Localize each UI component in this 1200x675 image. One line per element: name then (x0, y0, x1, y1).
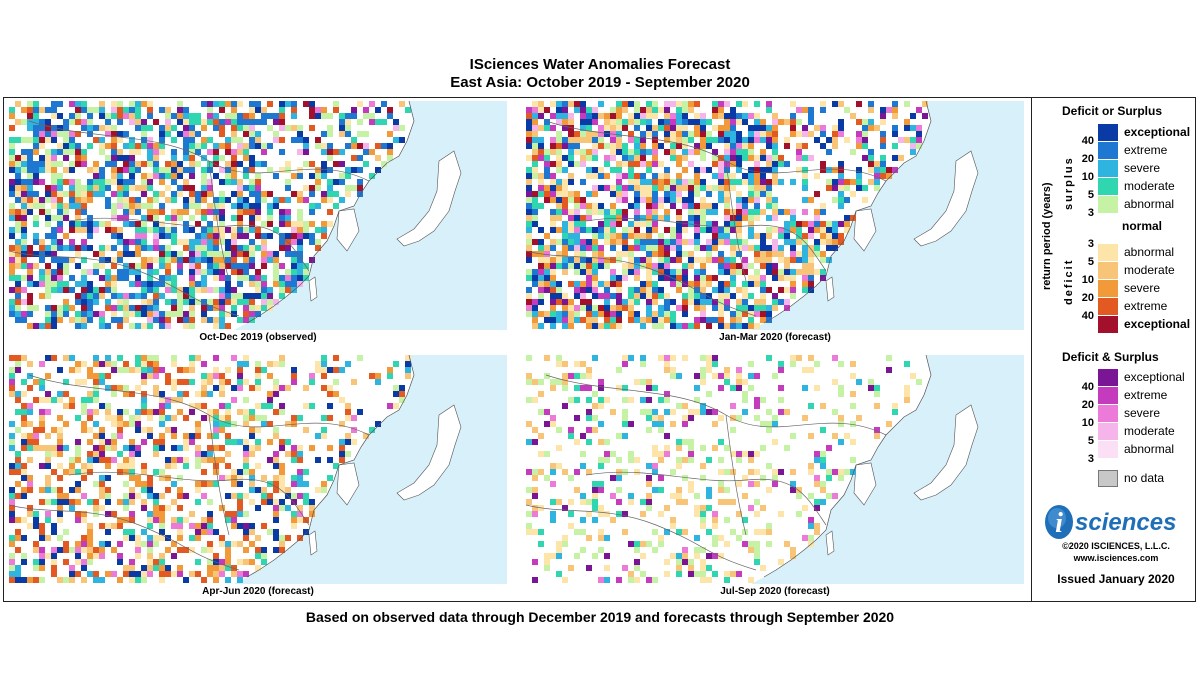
subtitle: East Asia: October 2019 - September 2020 (450, 74, 750, 91)
anomaly-cells (9, 355, 411, 583)
legend-deficit-label-moderate: moderate (1124, 263, 1175, 277)
legend-both-return-period-3: 3 (1087, 453, 1094, 465)
country-borders (9, 120, 370, 317)
logo-letter: i (1055, 508, 1063, 539)
map-caption-oct-dec-2019: Oct-Dec 2019 (observed) (199, 332, 317, 343)
legend-both-label-exceptional: exceptional (1124, 370, 1185, 384)
islands (308, 404, 462, 556)
anomaly-cells (526, 101, 928, 329)
map-caption-jul-sep-2020: Jul-Sep 2020 (forecast) (720, 586, 830, 597)
islands (825, 150, 979, 302)
legend-divider (1031, 97, 1032, 602)
legend-title-deficit-and-surplus: Deficit & Surplus (1062, 350, 1159, 364)
isciences-logo: i sciences (1042, 503, 1192, 541)
logo-wordmark: sciences (1075, 509, 1176, 536)
map-panel-apr-jun-2020 (9, 355, 507, 584)
coastline (246, 101, 415, 324)
legend-both-swatch-exceptional (1098, 369, 1118, 386)
map-panel-jul-sep-2020 (526, 355, 1024, 584)
legend-surplus-label-extreme: extreme (1124, 143, 1168, 157)
legend-deficit-swatch-abnormal (1098, 244, 1118, 261)
legend-surplus-swatch-abnormal (1098, 196, 1118, 213)
map-panel-jan-mar-2020 (526, 101, 1024, 330)
legend-both-label-severe: severe (1124, 406, 1161, 420)
islands (825, 404, 979, 556)
legend-deficit-return-period-3: 3 (1087, 238, 1094, 250)
legend-axis-label: return period (years) (1041, 182, 1053, 290)
legend-surplus-label-moderate: moderate (1124, 179, 1175, 193)
legend-both-swatch-severe (1098, 405, 1118, 422)
legend-deficit-label-extreme: extreme (1124, 299, 1168, 313)
legend-both-label-abnormal: abnormal (1124, 442, 1175, 456)
legend-surplus-swatch-moderate (1098, 178, 1118, 195)
coastline (763, 101, 932, 324)
anomaly-cells (526, 355, 922, 583)
islands (308, 150, 462, 302)
country-borders (526, 374, 887, 571)
legend-swatch-no-data (1098, 470, 1118, 487)
legend-both-swatch-moderate (1098, 423, 1118, 440)
coastline (246, 355, 415, 578)
legend-deficit-swatch-severe (1098, 280, 1118, 297)
legend-deficit-swatch-exceptional (1098, 316, 1118, 333)
legend-surplus-return-period-5: 5 (1087, 189, 1094, 201)
legend-deficit-return-period-5: 5 (1087, 256, 1094, 268)
legend-surplus-swatch-extreme (1098, 142, 1118, 159)
legend-both-swatch-extreme (1098, 387, 1118, 404)
legend-both-return-period-40: 40 (1081, 381, 1094, 393)
map-caption-jan-mar-2020: Jan-Mar 2020 (forecast) (719, 332, 831, 343)
legend-deficit-label-exceptional: exceptional (1124, 317, 1191, 331)
anomaly-map-0 (9, 101, 507, 330)
legend-both-return-period-5: 5 (1087, 435, 1094, 447)
legend-normal-label: normal (1122, 219, 1163, 233)
legend-both-return-period-20: 20 (1081, 399, 1094, 411)
map-caption-apr-jun-2020: Apr-Jun 2020 (forecast) (202, 586, 314, 597)
legend-deficit-swatch-moderate (1098, 262, 1118, 279)
legend-surplus-return-period-10: 10 (1081, 171, 1094, 183)
legend-surplus-swatch-severe (1098, 160, 1118, 177)
anomaly-cells (9, 101, 411, 329)
anomaly-map-1 (526, 101, 1024, 330)
legend-surplus-label-severe: severe (1124, 161, 1161, 175)
legend-surplus-return-period-40: 40 (1081, 135, 1094, 147)
legend-deficit-swatch-extreme (1098, 298, 1118, 315)
website: www.isciences.com (1073, 553, 1159, 563)
footer-note: Based on observed data through December … (305, 609, 895, 625)
anomaly-map-3 (526, 355, 1024, 584)
legend-deficit-return-period-40: 40 (1081, 310, 1094, 322)
legend-both-return-period-10: 10 (1081, 417, 1094, 429)
legend-deficit-label-abnormal: abnormal (1124, 245, 1175, 259)
legend-surplus-return-period-3: 3 (1087, 207, 1094, 219)
legend-surplus-label-abnormal: abnormal (1124, 197, 1175, 211)
country-borders (526, 120, 887, 317)
coastline (763, 355, 932, 578)
figure-frame (3, 97, 1196, 602)
legend-surplus-return-period-20: 20 (1081, 153, 1094, 165)
legend-surplus-swatch-exceptional (1098, 124, 1118, 141)
main-title: ISciences Water Anomalies Forecast (469, 56, 731, 73)
map-panel-oct-dec-2019 (9, 101, 507, 330)
legend-both-label-moderate: moderate (1124, 424, 1175, 438)
legend-deficit-label-severe: severe (1124, 281, 1161, 295)
anomaly-map-2 (9, 355, 507, 584)
legend-both-label-extreme: extreme (1124, 388, 1168, 402)
legend-title-deficit-or-surplus: Deficit or Surplus (1062, 104, 1163, 118)
legend-deficit-return-period-10: 10 (1081, 274, 1094, 286)
issued-date: Issued January 2020 (1057, 572, 1175, 586)
legend-both-swatch-abnormal (1098, 441, 1118, 458)
legend-deficit-return-period-20: 20 (1081, 292, 1094, 304)
country-borders (9, 374, 370, 571)
legend-surplus-label-exceptional: exceptional (1124, 125, 1191, 139)
legend-label-no-data: no data (1124, 471, 1165, 485)
copyright: ©2020 ISCIENCES, L.L.C. (1062, 541, 1170, 551)
